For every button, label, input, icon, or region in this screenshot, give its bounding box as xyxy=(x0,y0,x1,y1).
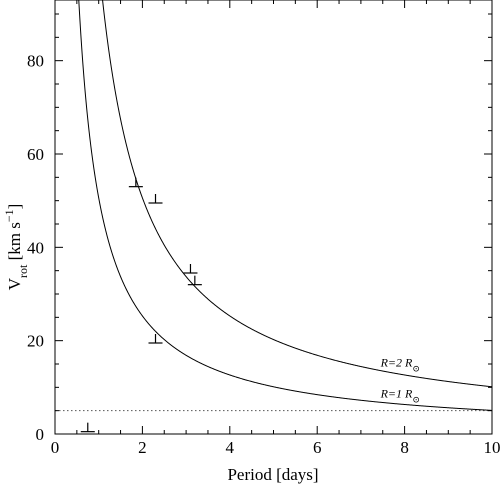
y-tick-label: 20 xyxy=(27,332,44,351)
x-tick-label: 8 xyxy=(400,438,409,457)
upper-limit-marker xyxy=(128,177,143,188)
x-tick-label: 4 xyxy=(226,438,235,457)
y-tick-label: 0 xyxy=(36,425,45,444)
y-tick-label: 80 xyxy=(27,52,44,71)
y-axis-label: Vrot [km s−1] xyxy=(2,204,30,291)
upper-limit-marker xyxy=(80,422,95,433)
axes: 0 2 4 6 8 10 0 20 40 60 80 xyxy=(27,0,501,457)
curve-label-r2: R=2 R⊙ xyxy=(380,356,420,374)
y-tick-label: 40 xyxy=(27,238,44,257)
upper-limit-marker xyxy=(148,334,163,344)
plot-frame xyxy=(54,0,493,435)
plot-area: R=1 R⊙ R=2 R⊙ xyxy=(55,0,492,433)
upper-limit-marker xyxy=(187,275,202,286)
y-tick-label: 60 xyxy=(27,145,44,164)
curve-r1 xyxy=(78,0,492,411)
curve-label-r1: R=1 R⊙ xyxy=(380,386,420,404)
upper-limit-marker xyxy=(148,194,163,204)
curve-r2 xyxy=(102,0,492,388)
x-axis-label: Period [days] xyxy=(227,465,318,484)
x-tick-label: 6 xyxy=(313,438,322,457)
x-tick-label: 2 xyxy=(138,438,147,457)
x-tick-label: 10 xyxy=(484,438,501,457)
upper-limit-marker xyxy=(183,264,198,274)
x-tick-label: 0 xyxy=(51,438,60,457)
